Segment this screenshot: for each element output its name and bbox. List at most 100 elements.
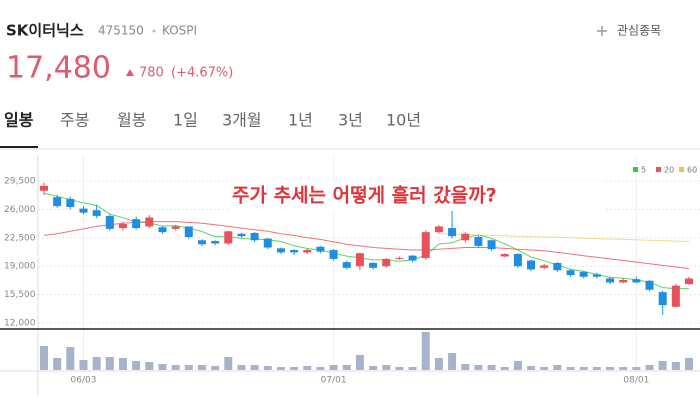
candle-body <box>645 280 654 290</box>
volume-bar <box>408 367 417 370</box>
volume-bar <box>632 367 641 370</box>
volume-bar <box>342 365 351 370</box>
watch-button[interactable]: 관심종목 <box>597 24 661 38</box>
volume-bar <box>145 362 154 370</box>
stock-code: 475150 <box>98 24 144 38</box>
volume-bar <box>606 367 615 370</box>
candle-body <box>619 279 628 283</box>
y-tick-label: 15,500 <box>4 290 36 300</box>
volume-bar <box>487 365 496 370</box>
candle-body <box>316 246 325 252</box>
y-tick-label: 19,000 <box>4 262 36 272</box>
tab[interactable]: 10년 <box>386 111 421 130</box>
candle-body <box>355 253 364 267</box>
candle-body <box>658 292 667 306</box>
price: 17,480 <box>6 51 111 86</box>
volume-bar <box>329 365 338 370</box>
candle-body <box>105 215 114 229</box>
change: 780 <box>139 66 164 81</box>
candle-body <box>171 226 180 229</box>
candle-body <box>53 197 62 207</box>
tab[interactable]: 1일 <box>173 111 198 130</box>
market: KOSPI <box>162 24 197 38</box>
candle-body <box>434 226 443 233</box>
candle-body <box>513 254 522 267</box>
volume-bar <box>290 367 299 370</box>
candle-body <box>92 210 101 216</box>
candle-body <box>329 249 338 259</box>
volume-bar <box>566 367 575 370</box>
candle-body <box>606 278 615 283</box>
volume-bar <box>421 332 430 370</box>
volume-bar <box>237 365 246 370</box>
y-tick-label: 22,500 <box>4 233 36 243</box>
candle-body <box>145 217 154 227</box>
candle-body <box>592 274 601 277</box>
volume-bar <box>105 357 114 370</box>
volume-bar <box>382 365 391 370</box>
tab[interactable]: 월봉 <box>117 111 146 130</box>
volume-bar <box>527 366 536 370</box>
y-tick-label: 29,500 <box>4 177 36 187</box>
stock-name: SK이터닉스 <box>6 22 84 40</box>
volume-bar <box>211 366 220 370</box>
volume-bar <box>118 358 127 370</box>
legend-swatch <box>679 167 684 172</box>
tab[interactable]: 3개월 <box>222 111 262 130</box>
candle-body <box>395 258 404 260</box>
candle-body <box>79 208 88 213</box>
volume-bar <box>579 367 588 370</box>
x-tick-label: 07/01 <box>321 376 347 386</box>
candle-body <box>342 262 351 268</box>
volume-bar <box>645 365 654 370</box>
volume-bar <box>500 367 509 370</box>
candle-body <box>66 198 75 207</box>
candle-body <box>250 232 259 241</box>
volume-bar <box>355 355 364 370</box>
volume-bar <box>132 361 141 370</box>
volume-bar <box>671 362 680 370</box>
tab[interactable]: 일봉 <box>4 111 34 130</box>
volume-bar <box>461 364 470 370</box>
annotation: 주가 추세는 어떻게 흘러 갔을까? <box>232 184 497 207</box>
volume-bar <box>92 357 101 370</box>
up-arrow <box>126 69 134 76</box>
x-tick-label: 08/01 <box>623 376 649 386</box>
volume-bar <box>158 364 167 370</box>
volume-bar <box>276 367 285 370</box>
y-tick-label: 26,000 <box>4 205 36 215</box>
legend-swatch <box>633 167 638 172</box>
tab[interactable]: 주봉 <box>60 111 89 130</box>
candle-body <box>553 262 562 271</box>
volume-bar <box>592 367 601 370</box>
volume-bar <box>395 367 404 370</box>
candle-body <box>527 260 536 270</box>
candle-body <box>263 238 272 248</box>
candle-body <box>382 258 391 267</box>
tab[interactable]: 3년 <box>338 111 363 130</box>
volume-bar <box>513 361 522 370</box>
tab[interactable]: 1년 <box>288 111 313 130</box>
legend-label: 60 <box>687 166 697 175</box>
separator-dot <box>152 29 156 33</box>
volume-bar <box>434 358 443 370</box>
volume-bar <box>224 357 233 370</box>
candle-body <box>118 224 127 229</box>
watch-label: 관심종목 <box>617 24 661 38</box>
x-tick-label: 06/03 <box>71 376 97 386</box>
candle-body <box>448 228 457 237</box>
legend-label: 5 <box>641 166 646 175</box>
change-pct: (+4.67%) <box>171 66 233 81</box>
volume-bar <box>40 346 48 370</box>
candle-body <box>461 233 470 241</box>
candle-body <box>211 241 220 244</box>
volume-bar <box>369 366 378 370</box>
volume-bar <box>184 365 193 370</box>
candle-body <box>487 240 496 250</box>
candle-body <box>500 254 509 257</box>
candle-body <box>224 231 233 244</box>
candle-body <box>184 226 193 237</box>
candle-body <box>474 236 483 246</box>
volume-bar <box>448 353 457 370</box>
